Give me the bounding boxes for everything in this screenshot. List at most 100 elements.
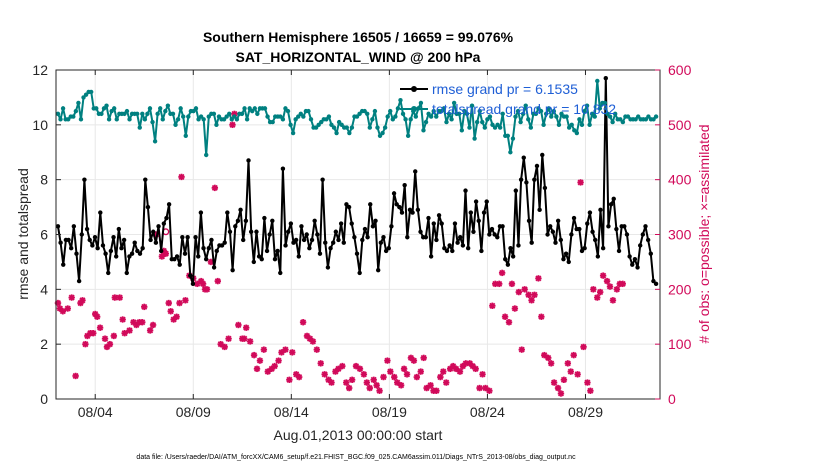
obs-assimilated-marker	[214, 277, 221, 285]
rmse-point	[293, 237, 299, 243]
obs-assimilated-marker	[101, 335, 109, 342]
rmse-point	[500, 224, 505, 229]
obs-assimilated-marker	[106, 340, 114, 348]
rmse-point	[614, 226, 619, 232]
rmse-point	[518, 177, 524, 182]
rmse-point	[225, 210, 230, 215]
rmse-point	[71, 224, 77, 229]
rmse-point	[299, 224, 304, 229]
rmse-point	[129, 251, 135, 256]
rmse-point	[383, 248, 389, 254]
totalspread-point	[595, 78, 600, 84]
rmse-point	[164, 215, 169, 221]
obs-assimilated-marker	[211, 184, 219, 192]
obs-assimilated-marker	[295, 373, 303, 381]
rmse-point	[360, 237, 365, 243]
obs-assimilated-marker	[456, 368, 464, 375]
rmse-point	[611, 196, 616, 202]
rmse-point	[113, 254, 119, 259]
obs-assimilated-marker	[59, 308, 67, 315]
totalspread-point	[446, 111, 452, 117]
totalspread-point	[523, 103, 528, 108]
rmse-point	[180, 235, 185, 240]
rmse-point	[259, 256, 264, 262]
y-tick-label-right: 600	[668, 62, 692, 78]
axes: 08/04 08/09 08/14 08/19 08/24 08/29 0 2 4 6 8 10 12 0…	[32, 62, 691, 420]
obs-assimilated-marker	[590, 286, 597, 293]
obs-assimilated-marker	[489, 302, 496, 309]
rmse-point	[460, 243, 466, 248]
obs-assimilated-marker	[410, 357, 418, 364]
rmse-point	[156, 224, 161, 229]
rmse-point	[397, 204, 402, 210]
rmse-point	[598, 207, 603, 213]
rmse-point	[534, 163, 540, 169]
rmse-point	[526, 218, 532, 223]
legend-spread-label: totalspread grand pr = 10.832	[432, 101, 616, 117]
rmse-point	[595, 254, 601, 259]
rmse-point	[219, 243, 225, 248]
obs-assimilated-marker	[256, 357, 264, 364]
totalspread-point	[73, 108, 79, 114]
rmse-point	[344, 202, 349, 207]
rmse-point	[119, 246, 124, 251]
rmse-point	[341, 240, 346, 245]
rmse-point	[323, 240, 328, 245]
rmse-point	[270, 218, 275, 223]
totalspread-point	[134, 111, 140, 117]
obs-assimilated-marker	[433, 387, 440, 394]
totalspread-point	[137, 125, 142, 130]
totalspread-point	[58, 117, 63, 122]
totalspread-point	[234, 117, 240, 122]
obs-assimilated-marker	[594, 294, 601, 301]
totalspread-point	[372, 108, 378, 114]
totalspread-point	[183, 133, 188, 138]
rmse-point	[272, 256, 278, 262]
obs-assimilated-marker	[356, 365, 364, 373]
totalspread-point	[181, 114, 186, 119]
obs-assimilated-marker	[309, 338, 317, 345]
totalspread-point	[124, 108, 130, 114]
rmse-point	[524, 180, 529, 185]
totalspread-point	[367, 125, 372, 130]
rmse-point	[135, 248, 140, 254]
totalspread-point	[375, 125, 380, 130]
rmse-point	[444, 248, 450, 254]
obs-assimilated-marker	[486, 387, 493, 394]
rmse-point	[333, 229, 339, 234]
totalspread-point	[244, 117, 250, 122]
totalspread-point	[173, 122, 178, 128]
totalspread-point	[653, 114, 659, 119]
rmse-point	[542, 185, 548, 191]
totalspread-point	[140, 111, 145, 117]
rmse-point	[288, 221, 294, 226]
totalspread-point	[60, 106, 66, 111]
obs-assimilated-marker	[380, 373, 387, 381]
totalspread-point	[349, 125, 355, 130]
rmse-point	[354, 251, 360, 256]
rmse-point	[111, 235, 116, 240]
rmse-point	[58, 240, 63, 245]
totalspread-point	[510, 136, 516, 141]
rmse-point	[635, 265, 640, 270]
totalspread-point	[262, 106, 268, 111]
obs-assimilated-marker	[141, 303, 148, 311]
rmse-point	[521, 155, 526, 160]
y-tick-label-right: 500	[668, 117, 692, 133]
x-tick-label: 08/24	[470, 404, 505, 420]
legend-rmse-marker	[411, 86, 417, 92]
totalspread-point	[431, 108, 436, 114]
totalspread-point	[423, 119, 429, 125]
obs-assimilated-marker	[64, 305, 71, 312]
obs-assimilated-marker	[165, 299, 172, 307]
totalspread-point	[441, 106, 447, 111]
totalspread-point	[577, 117, 582, 122]
totalspread-point	[382, 125, 388, 130]
rmse-point	[630, 262, 635, 267]
obs-assimilated-marker	[577, 179, 584, 186]
rmse-point	[479, 248, 484, 254]
rmse-point	[458, 235, 463, 240]
rmse-point	[550, 229, 556, 234]
totalspread-point	[155, 111, 160, 117]
rmse-point	[84, 226, 90, 232]
